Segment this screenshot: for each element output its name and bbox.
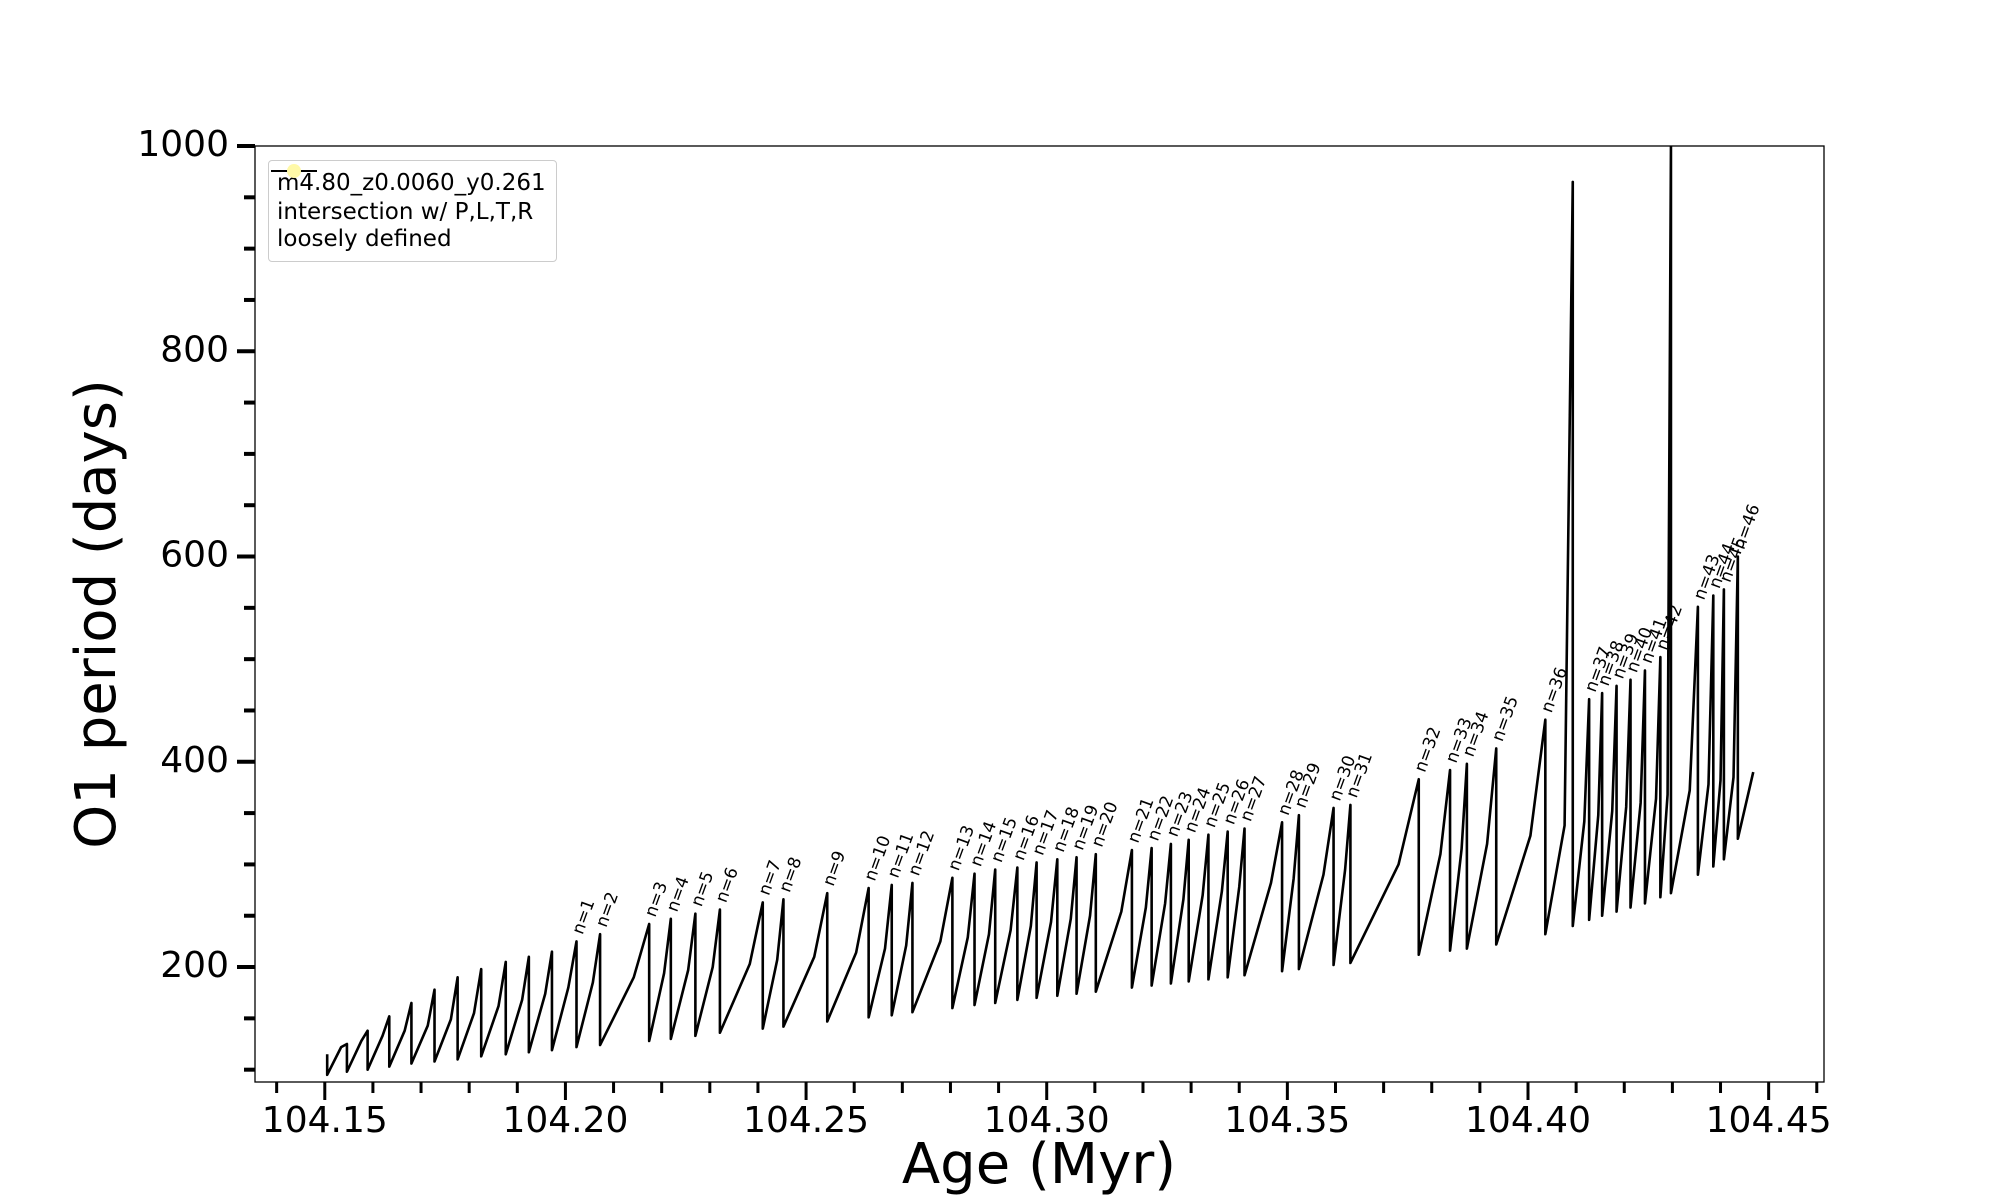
- plot-area: [325, 146, 1755, 1077]
- legend-marker: [287, 164, 301, 178]
- annotation: n=6: [712, 865, 743, 906]
- x-tick-label: 104.35: [1224, 1100, 1350, 1141]
- x-tick-label: 104.20: [502, 1100, 628, 1141]
- y-tick-label: 400: [160, 740, 229, 781]
- series-line: [325, 146, 1755, 1077]
- legend: m4.80_z0.0060_y0.261 intersection w/ P,L,…: [268, 160, 557, 263]
- x-axis-label: Age (Myr): [902, 1132, 1176, 1197]
- legend-label: m4.80_z0.0060_y0.261: [277, 170, 546, 196]
- y-axis-label: O1 period (days): [64, 379, 129, 849]
- legend-label: intersection w/ P,L,T,R loosely defined: [277, 199, 534, 252]
- y-tick-label: 800: [160, 329, 229, 370]
- annotation: n=2: [592, 889, 623, 930]
- annotation: n=32: [1411, 724, 1446, 775]
- y-tick-label: 1000: [137, 124, 229, 165]
- annotation: n=4: [663, 874, 694, 915]
- x-tick-label: 104.45: [1706, 1100, 1832, 1141]
- annotation: n=8: [775, 855, 806, 896]
- x-tick-label: 104.15: [262, 1100, 388, 1141]
- y-tick-label: 600: [160, 535, 229, 576]
- annotation: n=35: [1488, 693, 1523, 744]
- x-tick-label: 104.40: [1465, 1100, 1591, 1141]
- y-tick-label: 200: [160, 945, 229, 986]
- legend-entry: m4.80_z0.0060_y0.261: [271, 169, 546, 196]
- annotation: n=46: [1730, 502, 1765, 553]
- x-tick-label: 104.30: [984, 1100, 1110, 1141]
- x-tick-label: 104.25: [743, 1100, 869, 1141]
- annotation: n=5: [687, 869, 718, 910]
- legend-entry: intersection w/ P,L,T,R loosely defined: [277, 164, 546, 252]
- plot-frame: [254, 145, 1825, 1083]
- annotation: n=9: [819, 848, 850, 889]
- legend-icon: [287, 164, 301, 178]
